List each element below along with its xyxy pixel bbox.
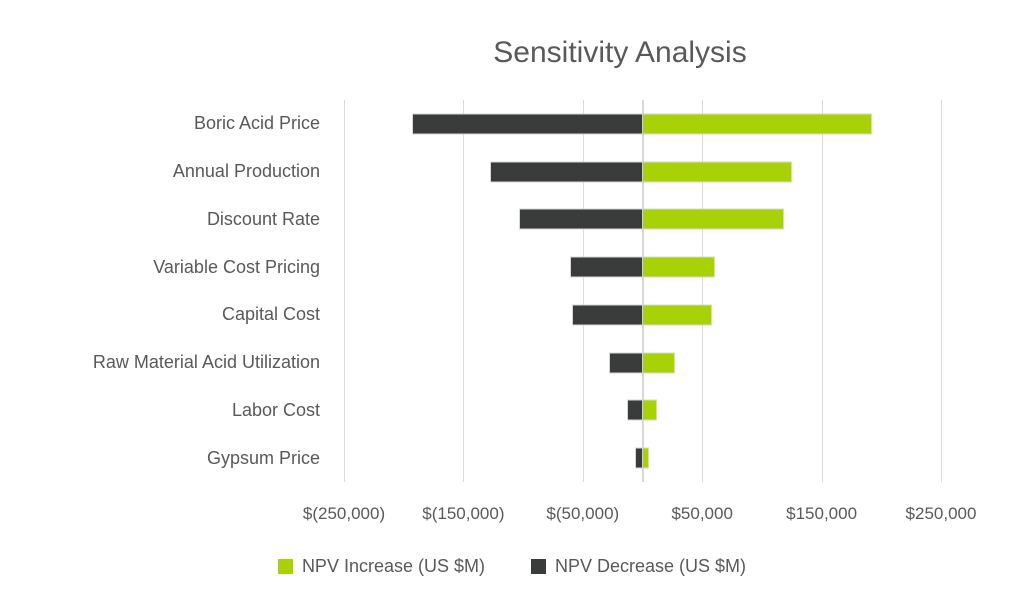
npv-decrease-bar — [628, 400, 643, 420]
npv-decrease-bar — [490, 162, 643, 182]
category-label: Labor Cost — [231, 399, 320, 420]
npv-increase-bar — [642, 257, 715, 277]
category-label-row: Gypsum Price — [0, 434, 332, 482]
bar-row — [344, 196, 941, 244]
x-axis-tick-label: $150,000 — [786, 504, 858, 523]
gridline — [463, 100, 465, 482]
category-label-row: Annual Production — [0, 148, 332, 196]
legend-item: NPV Increase (US $M) — [277, 556, 485, 577]
gridline — [344, 100, 345, 482]
bar-row — [344, 148, 941, 196]
category-label: Raw Material Acid Utilization — [92, 352, 320, 373]
x-axis-tick-label: $50,000 — [671, 504, 733, 523]
bar-row — [344, 243, 941, 291]
x-axis-tick-label: $(250,000) — [302, 504, 386, 523]
legend-swatch-decrease — [531, 559, 546, 574]
npv-increase-bar — [642, 305, 711, 325]
category-label: Annual Production — [172, 161, 320, 182]
category-label: Variable Cost Pricing — [153, 256, 320, 277]
plot-area — [344, 100, 942, 482]
category-label-row: Capital Cost — [0, 291, 332, 339]
npv-decrease-bar — [519, 209, 643, 229]
category-axis: Boric Acid Price Annual Production Discoun… — [0, 100, 332, 482]
category-label: Gypsum Price — [206, 447, 320, 468]
x-axis-tick-label: $(50,000) — [546, 504, 620, 523]
bar-row — [344, 387, 941, 435]
npv-decrease-bar — [635, 448, 643, 468]
npv-decrease-bar — [573, 305, 643, 325]
category-label: Capital Cost — [221, 304, 320, 325]
legend-label: NPV Decrease (US $M) — [555, 556, 747, 576]
legend-swatch-increase — [277, 559, 293, 574]
npv-decrease-bar — [610, 353, 643, 373]
gridline — [702, 100, 704, 482]
npv-increase-bar — [642, 400, 656, 420]
chart-title: Sensitivity Analysis — [493, 36, 747, 69]
npv-increase-bar — [642, 209, 784, 229]
npv-increase-bar — [642, 353, 674, 373]
legend-item: NPV Decrease (US $M) — [531, 556, 746, 577]
category-label-row: Variable Cost Pricing — [0, 243, 332, 291]
bar-row — [344, 434, 941, 482]
x-axis-tick-label: $(150,000) — [422, 504, 505, 523]
category-label-row: Raw Material Acid Utilization — [0, 339, 332, 387]
legend: NPV Increase (US $M) NPV Decrease (US $M) — [0, 556, 1024, 577]
x-axis-tick-label: $250,000 — [905, 504, 977, 523]
category-label: Boric Acid Price — [193, 113, 320, 134]
bar-row — [344, 339, 941, 387]
zero-axis-line — [641, 100, 644, 482]
npv-increase-bar — [642, 114, 871, 134]
legend-label: NPV Increase (US $M) — [301, 556, 485, 576]
bar-row — [344, 291, 941, 339]
npv-decrease-bar — [413, 114, 643, 134]
category-label-row: Boric Acid Price — [0, 100, 332, 148]
npv-increase-bar — [642, 162, 791, 182]
category-label-row: Discount Rate — [0, 196, 332, 244]
bar-row — [344, 100, 941, 148]
bar-rows — [344, 100, 941, 482]
npv-decrease-bar — [570, 257, 643, 277]
gridline — [582, 100, 584, 482]
gridline — [821, 100, 823, 482]
npv-increase-bar — [642, 448, 648, 468]
gridline — [941, 100, 942, 482]
category-label: Discount Rate — [206, 208, 320, 229]
category-label-row: Labor Cost — [0, 387, 332, 435]
x-axis: $(250,000) $(150,000) $(50,000) $50,000 $150… — [303, 492, 977, 524]
